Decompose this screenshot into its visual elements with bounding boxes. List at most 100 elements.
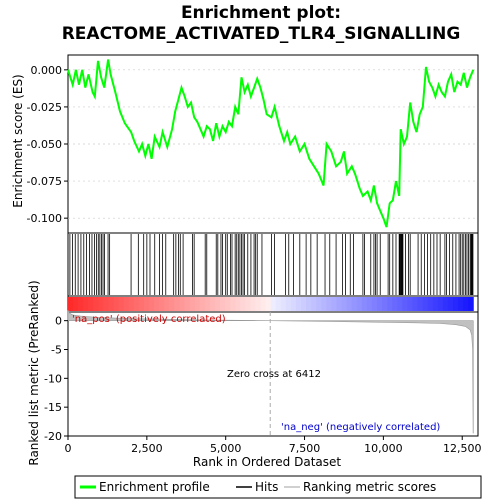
rank-band-segment [306,297,312,311]
zero-cross-label: Zero cross at 6412 [227,369,321,380]
rank-band-segment [184,297,191,311]
rank-band-segment [68,297,74,311]
rank-band-segment [209,297,216,311]
rank-band-segment [402,297,408,311]
rank-band-segment [164,297,170,311]
rank-band-segment [235,297,241,311]
es-y-axis-label: Enrichment score (ES) [11,74,25,207]
rank-band-segment [366,297,373,311]
rank-band-segment [93,297,99,311]
rank-band-segment [149,297,155,311]
rank-band-segment [326,297,332,311]
hits-panel [67,232,479,297]
rank-band-segment [397,297,403,311]
rank-band-segment [128,297,135,311]
rank-band-segment [387,297,393,311]
es-tick-label: -0.025 [27,101,62,114]
rank-band-segment [377,297,383,311]
rank-band-segment [351,297,358,311]
metric-tick-label: 0 [55,315,62,328]
rank-band-segment [73,297,79,311]
rank-band-segment [265,297,272,311]
rank-band-segment [442,297,449,311]
x-tick-label: 2,500 [131,442,163,455]
metric-panel [67,311,479,437]
rank-band-segment [301,297,307,311]
metric-tick-label: -20 [44,430,62,443]
rank-band-group [68,297,474,311]
rank-band-segment [336,297,343,311]
rank-band-segment [255,297,262,311]
rank-band-segment [113,297,120,311]
pos-label: 'na_pos' (positively correlated) [72,314,226,325]
legend-box [74,475,482,499]
rank-band-segment [447,297,454,311]
rank-band-segment [214,297,221,311]
es-tick-label: 0.000 [31,64,63,77]
rank-band-segment [346,297,353,311]
metric-tick-label: -10 [44,372,62,385]
rank-band-segment [123,297,130,311]
x-tick-label: 0 [65,442,72,455]
rank-band-segment [118,297,125,311]
x-tick-label: 10,000 [364,442,403,455]
rank-band-segment [154,297,160,311]
rank-band-segment [463,297,469,311]
rank-band-segment [458,297,464,311]
rank-band-segment [240,297,246,311]
rank-band-segment [412,297,419,311]
metric-tick-label: -5 [51,343,62,356]
legend-enrichment-label: Enrichment profile [99,480,210,494]
rank-band-segment [382,297,388,311]
rank-band-segment [280,297,287,311]
chart-title-line2: REACTOME_ACTIVATED_TLR4_SIGNALLING [62,24,461,44]
x-tick-label: 5,000 [210,442,242,455]
rank-band-segment [88,297,94,311]
legend-hits-label: Hits [255,480,278,494]
rank-band-segment [204,297,211,311]
chart-title-line1: Enrichment plot: [181,3,341,23]
rank-band-segment [331,297,337,311]
rank-band-segment [392,297,398,311]
rank-band-segment [225,297,231,311]
rank-band-segment [219,297,226,311]
rank-band-segment [179,297,186,311]
rank-band-segment [341,297,348,311]
rank-band-segment [230,297,236,311]
neg-label: 'na_neg' (negatively correlated) [281,422,440,433]
rank-band-segment [138,297,145,311]
es-tick-label: -0.100 [27,212,62,225]
rank-band-segment [285,297,292,311]
x-tick-label: 12,500 [443,442,482,455]
rank-band-segment [245,297,251,311]
rank-band-segment [260,297,267,311]
rank-band-segment [437,297,444,311]
rank-band-segment [295,297,302,311]
rank-band-segment [422,297,429,311]
rank-band-segment [83,297,89,311]
x-axis-ticks: 0 2,500 5,000 7,500 10,000 12,500 [65,436,482,455]
rank-band-segment [98,297,104,311]
rank-band-segment [194,297,201,311]
es-y-ticks: 0.000 -0.025 -0.050 -0.075 -0.100 [27,64,68,225]
hits-group [69,234,474,295]
es-line-group [67,59,475,228]
x-axis-label: Rank in Ordered Dataset [193,455,341,469]
rank-band-segment [361,297,368,311]
rank-band-segment [453,297,459,311]
rank-band-segment [270,297,277,311]
rank-band-segment [407,297,413,311]
rank-band-segment [371,297,378,311]
rank-band-segment [169,297,175,311]
legend-ranking-label: Ranking metric scores [303,480,436,494]
rank-band-segment [427,297,434,311]
rank-band-segment [133,297,140,311]
rank-band-segment [189,297,196,311]
rank-band-segment [417,297,424,311]
legend: Enrichment profile Hits Ranking metric s… [74,475,482,499]
rank-band-segment [311,297,317,311]
es-tick-label: -0.075 [27,175,62,188]
es-tick-label: -0.050 [27,138,62,151]
rank-band-segment [108,297,115,311]
rank-band-segment [143,297,150,311]
